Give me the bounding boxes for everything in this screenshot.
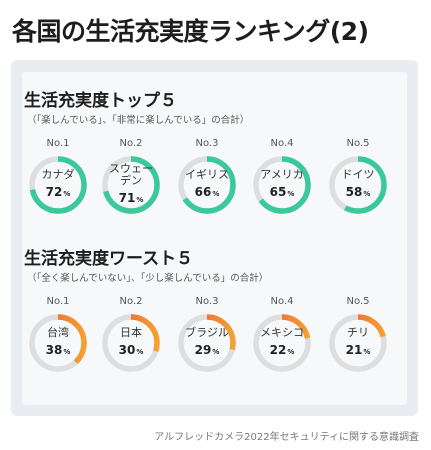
worst-donut-chart: 台湾 38% (27, 312, 89, 374)
percent-label: 66% (195, 184, 220, 201)
donut-center: アメリカ 65% (251, 154, 313, 216)
percent-label: 71% (119, 190, 144, 207)
top5-section-note: （「楽しんでいる」、「非常に楽しんでいる」の合計） (27, 115, 250, 126)
worst-donut-chart: ブラジル 29% (176, 312, 238, 374)
donut-center: イギリス 66% (176, 154, 238, 216)
country-name: アメリカ (260, 168, 304, 181)
worst5-section-title: 生活充実度ワースト５ (24, 249, 194, 269)
percent-unit: % (212, 190, 220, 198)
percent-label: 72% (46, 184, 71, 201)
donut-svg (29, 156, 87, 214)
percent-unit: % (287, 348, 295, 356)
percent-label: 22% (270, 342, 295, 359)
donut-svg (178, 314, 236, 372)
donut-center: 日本 30% (100, 312, 162, 374)
top-rank-label: No.1 (46, 138, 70, 149)
donut-value-arc (102, 314, 160, 372)
donut-value-arc (329, 156, 387, 214)
percent-label: 65% (270, 184, 295, 201)
donut-svg (253, 156, 311, 214)
country-name: ドイツ (341, 168, 375, 181)
worst5-section-note: （「全く楽しんでいない」、「少し楽しんでいる」の合計） (27, 273, 269, 284)
donut-center: カナダ 72% (27, 154, 89, 216)
donut-value-arc (102, 156, 160, 214)
top-donut-chart: イギリス 66% (176, 154, 238, 216)
donut-value-arc (253, 156, 311, 214)
donut-svg (102, 314, 160, 372)
percent-unit: % (287, 190, 295, 198)
percent-unit: % (63, 348, 71, 356)
country-name: 日本 (120, 326, 142, 339)
donut-center: 台湾 38% (27, 312, 89, 374)
percent-value: 30 (118, 343, 136, 357)
country-name: チリ (347, 326, 369, 339)
worst-donut-chart: チリ 21% (327, 312, 389, 374)
percent-label: 30% (119, 342, 144, 359)
top-donut-chart: ドイツ 58% (327, 154, 389, 216)
donut-value-arc (178, 156, 236, 214)
donut-value-arc (253, 314, 311, 372)
percent-unit: % (63, 190, 71, 198)
donut-value-arc (29, 314, 87, 372)
donut-value-arc (178, 314, 236, 372)
country-name: カナダ (41, 168, 75, 181)
donut-svg (253, 314, 311, 372)
top-rank-label: No.3 (195, 138, 219, 149)
worst-donut-chart: メキシコ 22% (251, 312, 313, 374)
percent-value: 72 (45, 185, 63, 199)
percent-value: 65 (269, 185, 287, 199)
donut-value-arc (29, 156, 87, 214)
percent-value: 38 (45, 343, 63, 357)
country-name: イギリス (185, 168, 229, 181)
percent-unit: % (212, 348, 220, 356)
inner-card (22, 72, 407, 405)
percent-value: 71 (118, 191, 136, 205)
percent-unit: % (136, 348, 144, 356)
donut-svg (178, 156, 236, 214)
page-title: 各国の生活充実度ランキング(2) (12, 17, 369, 46)
donut-center: メキシコ 22% (251, 312, 313, 374)
top-rank-label: No.4 (270, 138, 294, 149)
country-name: 台湾 (47, 326, 69, 339)
donut-svg (329, 156, 387, 214)
percent-label: 21% (346, 342, 371, 359)
donut-center: ドイツ 58% (327, 154, 389, 216)
worst-rank-label: No.5 (346, 296, 370, 307)
percent-unit: % (363, 190, 371, 198)
country-name: スウェー デン (109, 162, 153, 187)
percent-value: 29 (194, 343, 212, 357)
percent-label: 38% (46, 342, 71, 359)
worst-donut-chart: 日本 30% (100, 312, 162, 374)
percent-label: 58% (346, 184, 371, 201)
worst-rank-label: No.2 (119, 296, 143, 307)
donut-center: スウェー デン 71% (100, 154, 162, 216)
top-donut-chart: スウェー デン 71% (100, 154, 162, 216)
percent-unit: % (136, 196, 144, 204)
percent-value: 21 (345, 343, 363, 357)
donut-value-arc (329, 314, 387, 372)
percent-unit: % (363, 348, 371, 356)
top-rank-label: No.5 (346, 138, 370, 149)
worst-rank-label: No.3 (195, 296, 219, 307)
top-donut-chart: カナダ 72% (27, 154, 89, 216)
donut-svg (29, 314, 87, 372)
percent-value: 58 (345, 185, 363, 199)
top-rank-label: No.2 (119, 138, 143, 149)
worst-rank-label: No.4 (270, 296, 294, 307)
percent-value: 22 (269, 343, 287, 357)
percent-label: 29% (195, 342, 220, 359)
worst-rank-label: No.1 (46, 296, 70, 307)
percent-value: 66 (194, 185, 212, 199)
donut-center: ブラジル 29% (176, 312, 238, 374)
country-name: ブラジル (185, 326, 229, 339)
donut-center: チリ 21% (327, 312, 389, 374)
donut-svg (102, 156, 160, 214)
country-name: メキシコ (260, 326, 304, 339)
source-footer: アルフレッドカメラ2022年セキュリティに関する意識調査 (154, 432, 419, 443)
top-donut-chart: アメリカ 65% (251, 154, 313, 216)
donut-svg (329, 314, 387, 372)
top5-section-title: 生活充実度トップ５ (24, 91, 177, 111)
